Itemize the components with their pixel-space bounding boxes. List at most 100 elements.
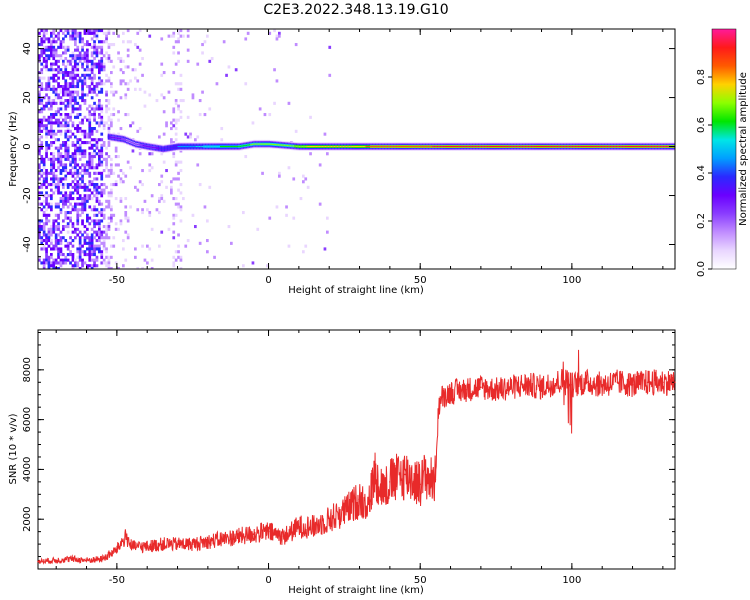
spectrogram-cell xyxy=(179,115,183,119)
spectrogram-cell xyxy=(78,213,82,217)
spectrogram-cell xyxy=(179,34,183,38)
spectrogram-cell xyxy=(93,258,96,262)
spectrogram-cell xyxy=(40,208,44,212)
spectrogram-cell xyxy=(66,152,70,156)
spectrogram-cell xyxy=(146,208,149,212)
spectrogram-cell xyxy=(90,197,94,201)
spectrogram-cell xyxy=(62,87,65,91)
spectrogram-cell xyxy=(40,82,44,86)
spectrogram-track-cell xyxy=(132,142,134,144)
spectrogram-cell xyxy=(69,261,72,265)
spectrogram-cell xyxy=(50,101,53,105)
spectrogram-cell xyxy=(81,163,84,167)
y-tick-label: 6000 xyxy=(22,407,33,432)
colorbar-tick-label: 0.4 xyxy=(696,165,707,181)
spectrogram-cell xyxy=(182,197,185,201)
spectrogram-cell xyxy=(64,163,68,167)
spectrogram-cell xyxy=(78,96,82,100)
spectrogram-cell xyxy=(45,191,48,195)
spectrogram-cell xyxy=(66,183,70,187)
spectrogram-track-cell xyxy=(591,145,594,148)
spectrogram-cell xyxy=(83,202,87,206)
spectrogram-cell xyxy=(69,71,72,75)
snr-data-point xyxy=(267,530,270,533)
spectrogram-cell xyxy=(105,236,108,240)
spectrogram-cell xyxy=(107,143,111,147)
spectrogram-cell xyxy=(98,157,101,161)
spectrogram-cell xyxy=(50,104,53,108)
spectrogram-cell xyxy=(76,68,80,72)
spectrogram-cell xyxy=(71,71,75,75)
spectrogram-cell xyxy=(98,222,101,226)
spectrogram-cell xyxy=(59,264,63,268)
spectrogram-track-cell xyxy=(326,145,329,148)
spectrogram-track-cell xyxy=(282,144,285,146)
spectrogram-cell xyxy=(74,48,77,52)
spectrogram-cell xyxy=(78,171,82,175)
spectrogram-cell xyxy=(90,82,94,86)
spectrogram-cell xyxy=(88,124,92,128)
spectrogram-cell xyxy=(110,90,113,94)
spectrogram-cell xyxy=(86,135,89,139)
spectrogram-cell xyxy=(198,241,202,245)
snr-y-label: SNR (10 * v/v) xyxy=(8,413,19,484)
spectrogram-cell xyxy=(71,152,75,156)
spectrogram-cell xyxy=(71,68,75,72)
spectrogram-cell xyxy=(59,261,63,265)
spectrogram-cell xyxy=(98,124,101,128)
spectrogram-cell xyxy=(150,152,154,156)
spectrogram-cell xyxy=(62,118,65,122)
y-tick-label: 40 xyxy=(22,42,33,55)
spectrogram-cell xyxy=(107,118,111,122)
spectrogram-cell xyxy=(170,188,173,192)
spectrogram-cell xyxy=(54,244,58,248)
spectrogram-track-cell xyxy=(415,145,418,148)
spectrogram-cell xyxy=(54,202,58,206)
spectrogram-cell xyxy=(83,115,87,119)
spectrogram-track-cell xyxy=(627,145,630,148)
spectrogram-cell xyxy=(208,185,212,189)
spectrogram-track-cell xyxy=(186,145,189,148)
spectrogram-cell xyxy=(110,205,113,209)
spectrogram-cell xyxy=(90,236,94,240)
spectrogram-cell xyxy=(179,208,183,212)
spectrogram-cell xyxy=(81,180,84,184)
spectrogram-cell xyxy=(54,40,58,44)
spectrogram-cell xyxy=(45,135,48,139)
spectrogram-cell xyxy=(95,171,99,175)
spectrogram-cell xyxy=(59,253,63,257)
spectrogram-track-cell xyxy=(661,145,664,148)
spectrogram-track-cell xyxy=(644,145,647,148)
spectrogram-cell xyxy=(88,110,92,114)
spectrogram-cell xyxy=(177,107,180,111)
spectrogram-cell xyxy=(62,101,65,105)
spectrogram-cell xyxy=(110,43,113,47)
spectrogram-cell xyxy=(69,163,72,167)
spectrogram-cell xyxy=(165,124,168,128)
spectrogram-cell xyxy=(177,233,180,237)
spectrogram-cell xyxy=(59,146,63,150)
spectrogram-cell xyxy=(52,40,56,44)
spectrogram-track-cell xyxy=(447,145,450,148)
spectrogram-cell xyxy=(107,54,111,58)
spectrogram-cell xyxy=(66,241,70,245)
spectrogram-cell xyxy=(98,101,101,105)
spectrogram-cell xyxy=(62,62,65,66)
spectrogram-cell xyxy=(42,166,46,170)
spectrogram-cell xyxy=(50,124,53,128)
spectrogram-cell xyxy=(81,82,84,86)
spectrogram-track-cell xyxy=(465,145,468,148)
spectrogram-cell xyxy=(141,208,144,212)
spectrogram-cell xyxy=(107,258,111,262)
spectrogram-cell xyxy=(172,51,176,55)
spectrogram-cell xyxy=(102,208,106,212)
spectrogram-cell xyxy=(105,233,108,237)
spectrogram-track-cell xyxy=(280,144,283,146)
spectrogram-cell xyxy=(78,104,82,108)
spectrogram-cell xyxy=(64,107,68,111)
spectrogram-cell xyxy=(88,85,92,89)
spectrogram-cell xyxy=(100,40,104,44)
spectrogram-cell xyxy=(74,101,77,105)
spectrogram-cell xyxy=(66,29,70,33)
spectrogram-track-cell xyxy=(395,145,398,148)
